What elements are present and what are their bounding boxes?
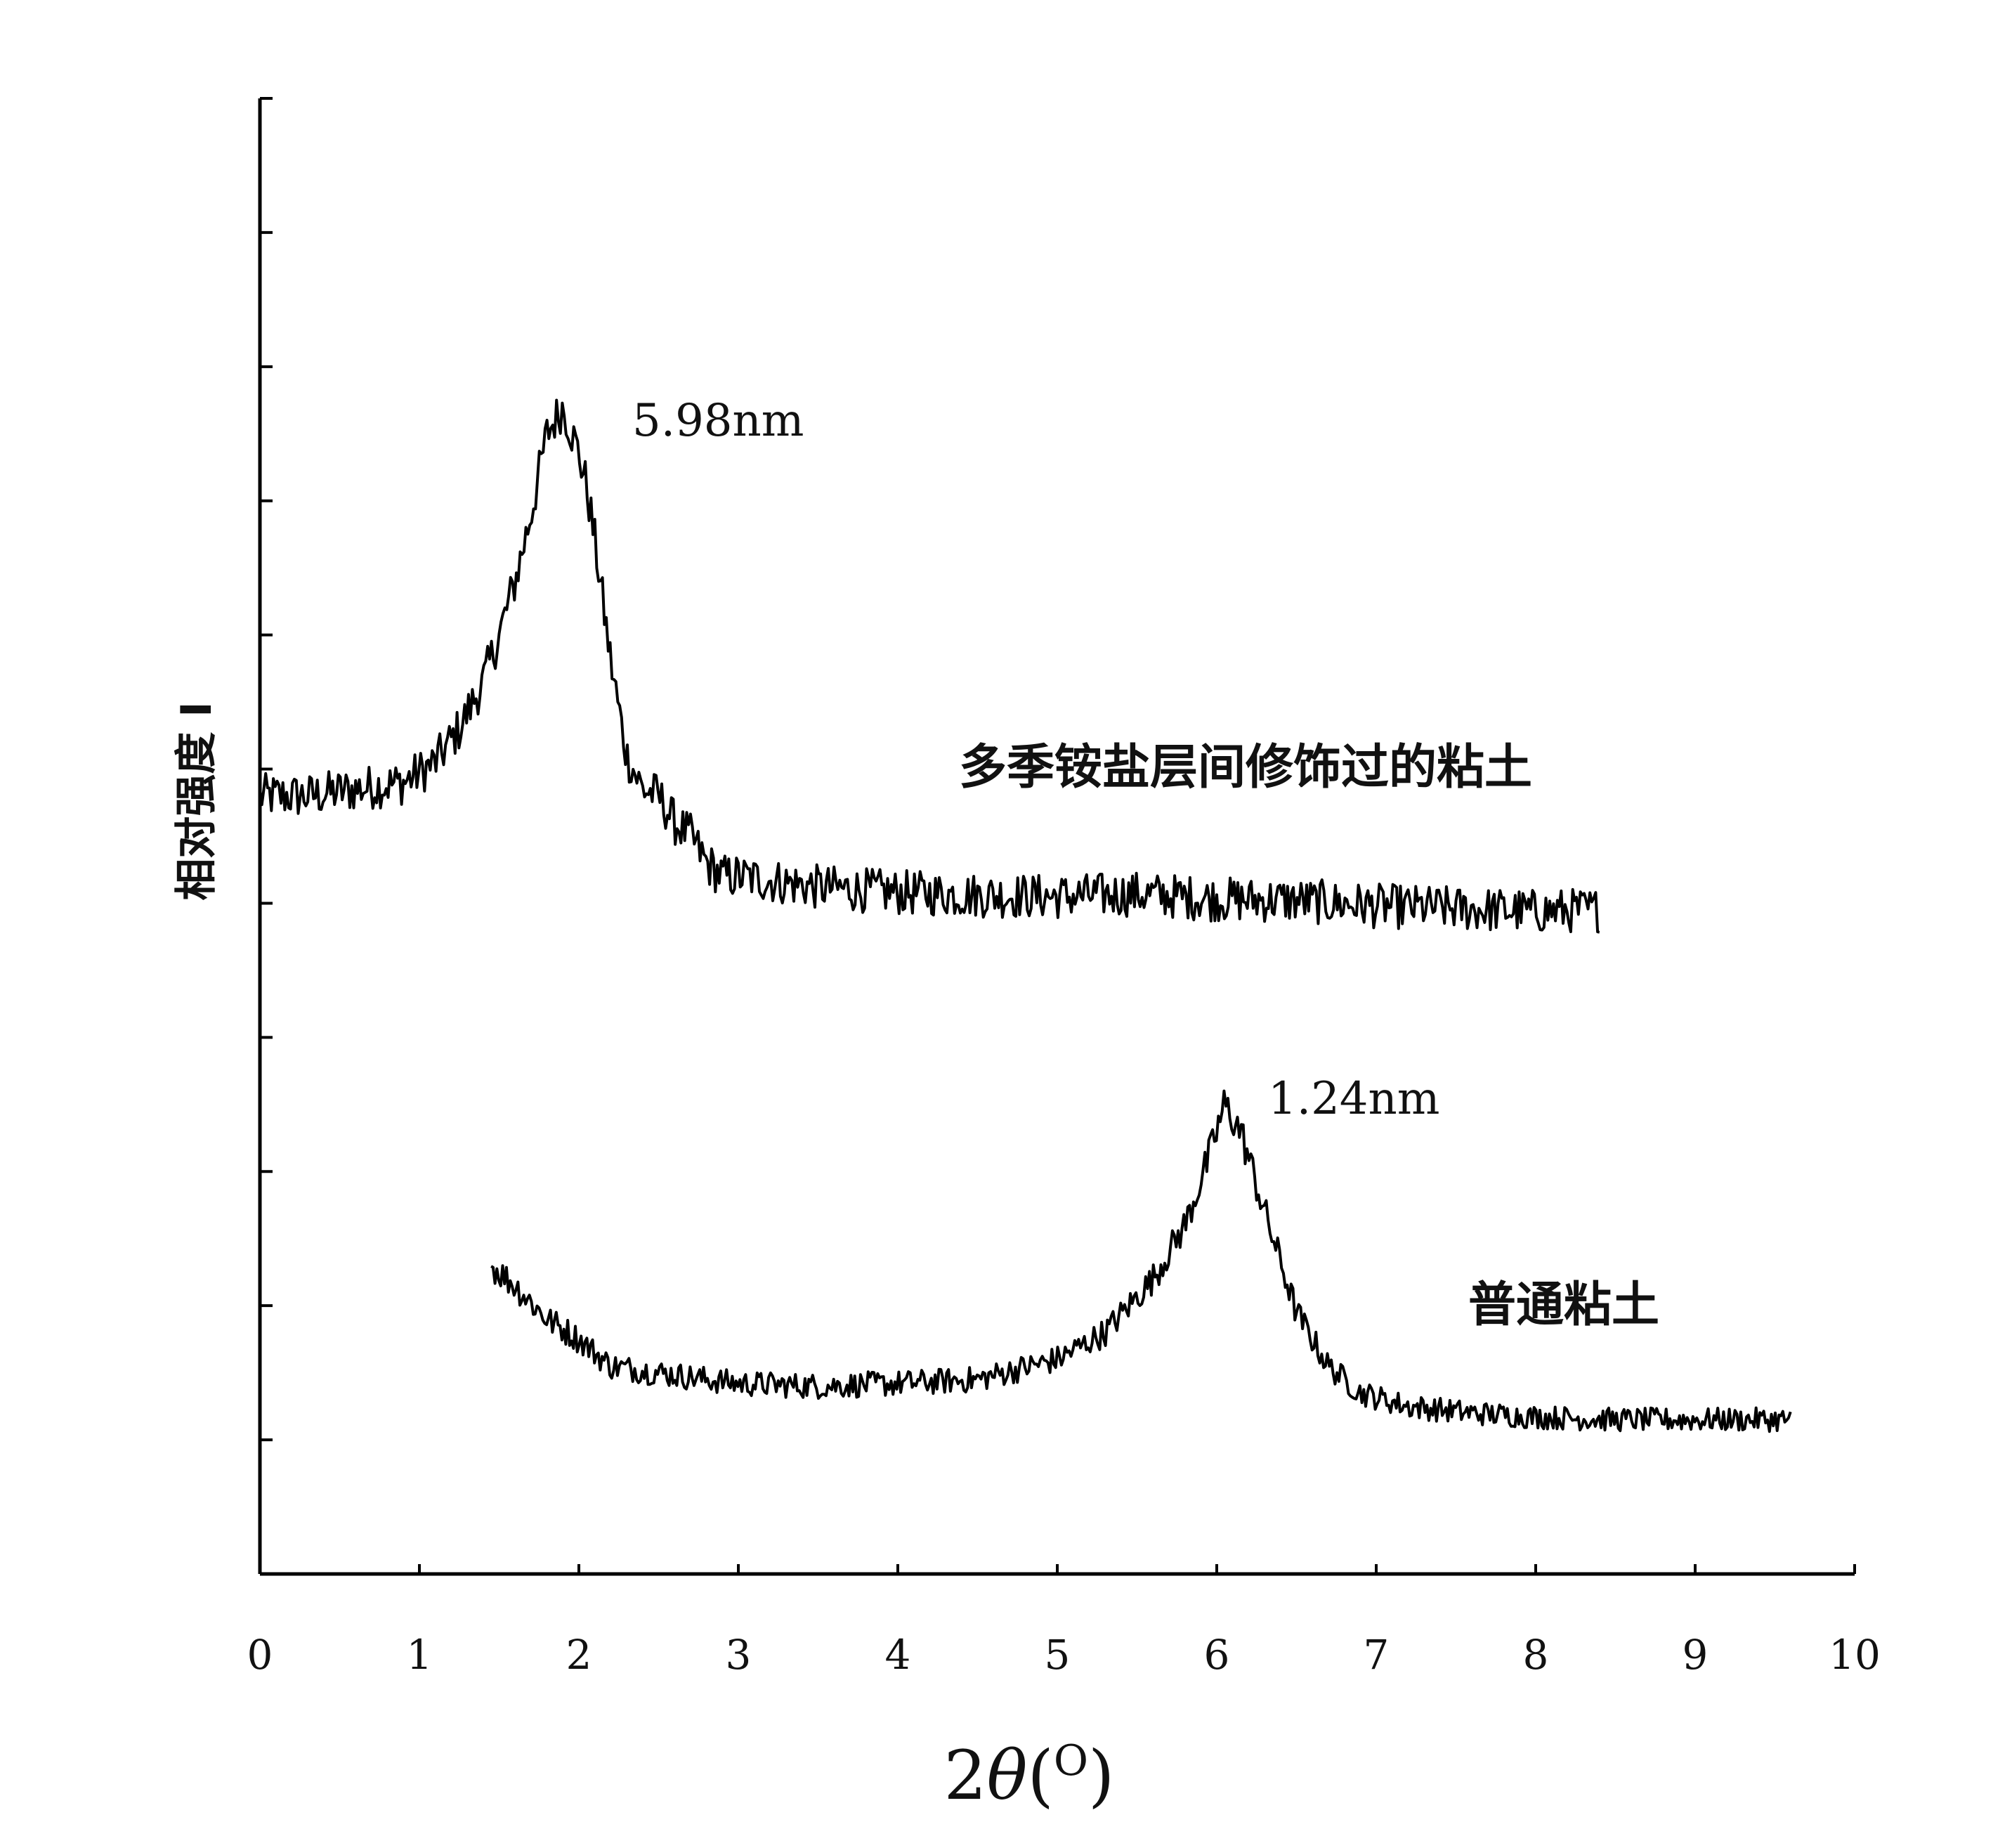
x-tick-label-5: 5 [1045, 1631, 1071, 1679]
x-tick-labels: 0 1 2 3 4 5 6 7 8 9 10 [247, 1631, 1881, 1679]
peak-label-lower: 1.24nm [1268, 1073, 1439, 1125]
x-tick-label-3: 3 [726, 1631, 752, 1679]
series-label-modified-clay: 多季铵盐层间修饰过的粘土 [959, 740, 1532, 795]
x-tick-label-2: 2 [566, 1631, 592, 1679]
series-line-1 [491, 1091, 1791, 1432]
x-tick-label-8: 8 [1523, 1631, 1549, 1679]
y-axis-title: 相对强度 I [172, 701, 221, 900]
series-label-plain-clay: 普通粘土 [1468, 1277, 1659, 1333]
peak-label-upper: 5.98nm [632, 395, 804, 447]
x-tick-label-6: 6 [1204, 1631, 1230, 1679]
x-tick-label-0: 0 [247, 1631, 273, 1679]
x-tick-label-10: 10 [1829, 1631, 1881, 1679]
x-tick-label-4: 4 [885, 1631, 911, 1679]
labels-layer: 5.98nm 1.24nm 多季铵盐层间修饰过的粘土 普通粘土 2θ(O) 相对… [172, 395, 1659, 1815]
x-tick-label-1: 1 [407, 1631, 433, 1679]
x-tick-label-7: 7 [1364, 1631, 1390, 1679]
x-tick-label-9: 9 [1683, 1631, 1709, 1679]
x-axis-title: 2θ(O) [944, 1736, 1115, 1815]
series-line-0 [260, 401, 1600, 932]
